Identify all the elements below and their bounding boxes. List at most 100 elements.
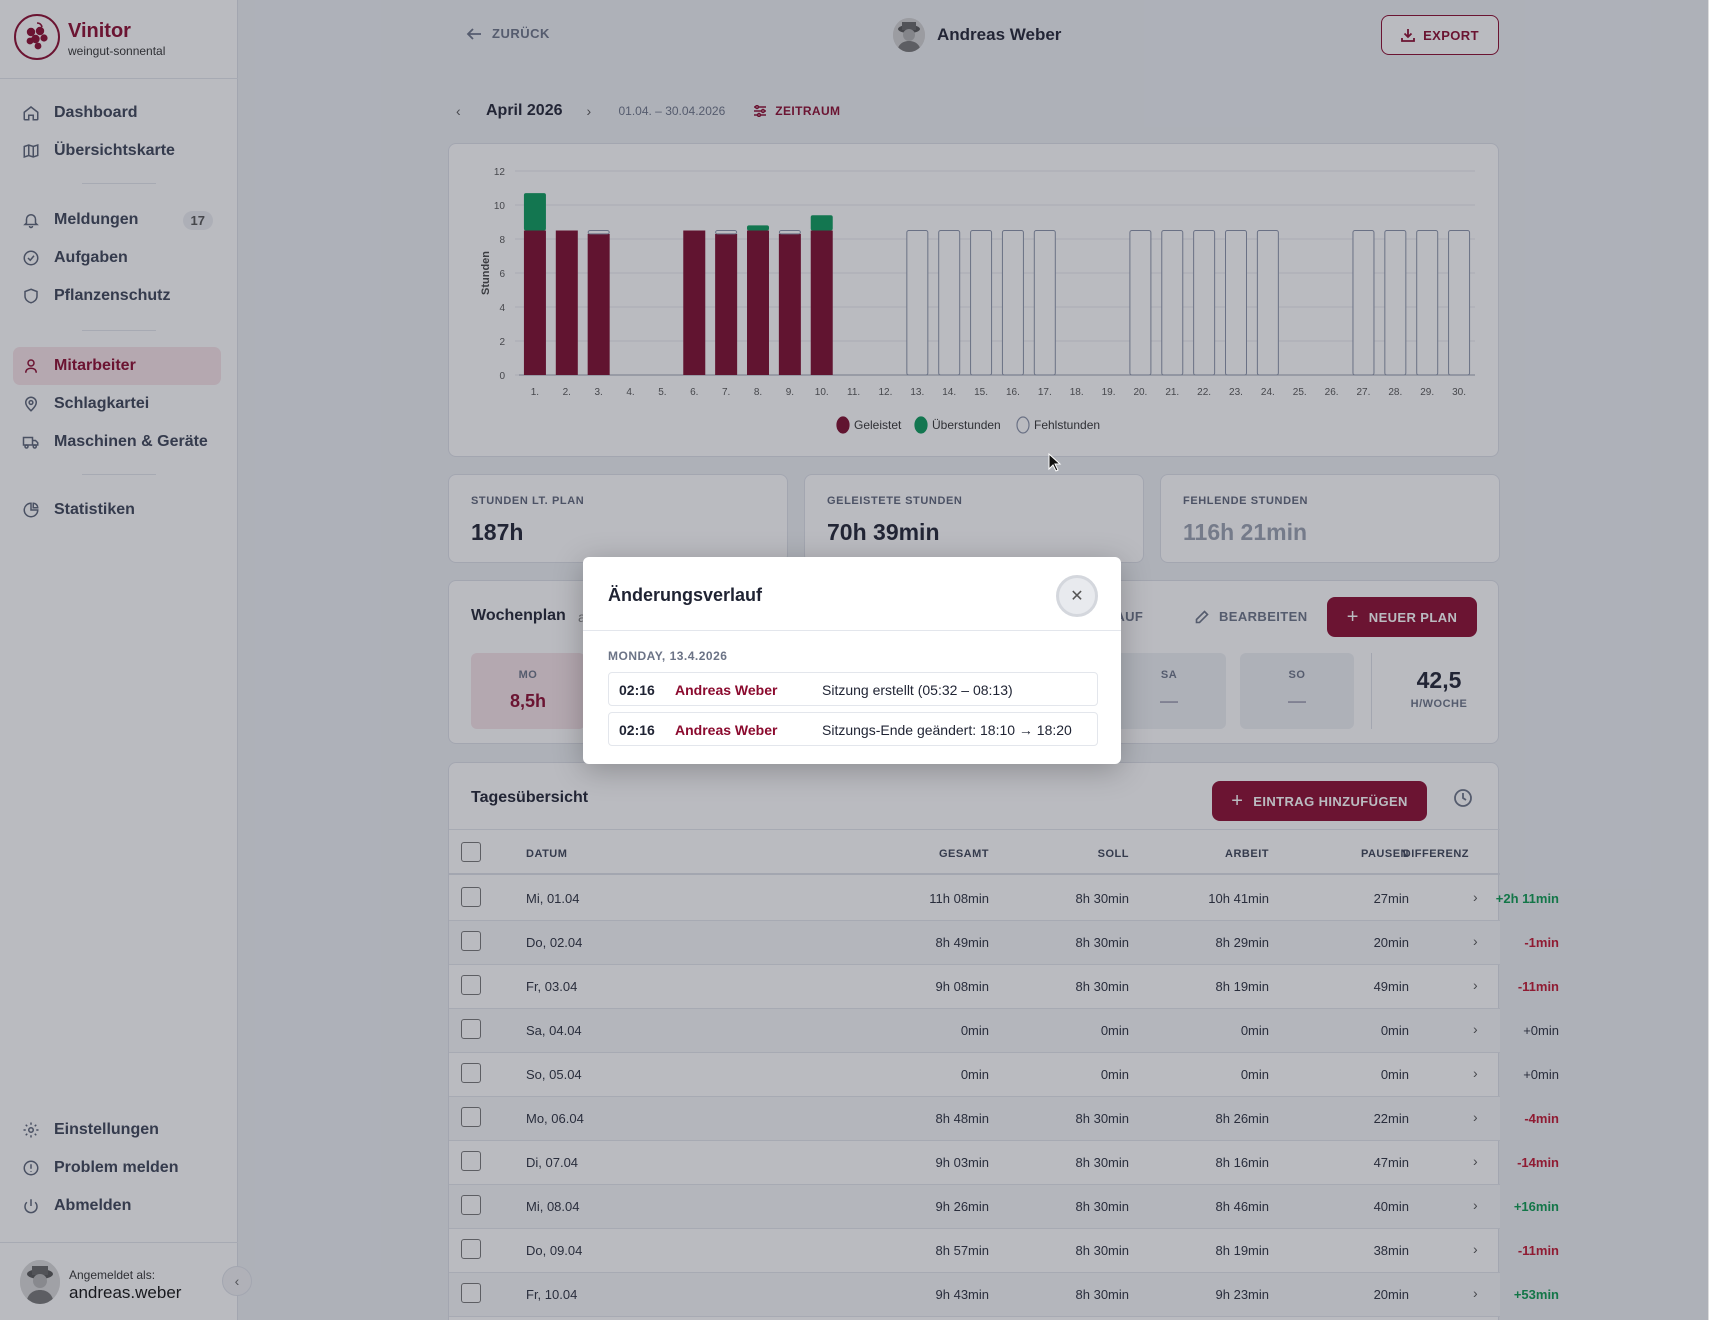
weekly-plan-title: Wochenplan <box>471 607 566 624</box>
divider <box>0 78 238 79</box>
sidebar-item-logout[interactable]: Abmelden <box>13 1187 221 1225</box>
table-row[interactable]: Mo, 06.04 8h 48min 8h 30min 8h 26min 22min -4… <box>449 1097 1559 1141</box>
chevron-right-icon[interactable]: › <box>1473 1065 1478 1081</box>
row-checkbox[interactable] <box>461 1107 481 1127</box>
download-icon <box>1401 29 1415 42</box>
row-checkbox[interactable] <box>461 1151 481 1171</box>
page-scrollbar[interactable] <box>1708 0 1718 1320</box>
row-checkbox[interactable] <box>461 1195 481 1215</box>
cell-total: 11h 08min <box>929 891 989 906</box>
prev-month-button[interactable]: ‹ <box>456 103 461 119</box>
sliders-icon <box>754 105 767 117</box>
x-tick-label: 14. <box>942 387 956 398</box>
table-row[interactable]: Mi, 08.04 9h 26min 8h 30min 8h 46min 40min +1… <box>449 1185 1559 1229</box>
sidebar-item-tasks[interactable]: Aufgaben <box>13 239 221 277</box>
row-checkbox[interactable] <box>461 975 481 995</box>
row-checkbox[interactable] <box>461 1283 481 1303</box>
table-row[interactable]: Do, 02.04 8h 49min 8h 30min 8h 29min 20min -1… <box>449 921 1559 965</box>
bar-missing <box>1193 230 1216 376</box>
day-name: SO <box>1288 669 1306 681</box>
row-checkbox[interactable] <box>461 1019 481 1039</box>
cell-breaks: 20min <box>1373 935 1409 950</box>
cell-breaks: 0min <box>1380 1067 1409 1082</box>
period-filter-label: ZEITRAUM <box>775 104 841 118</box>
sidebar-item-report-problem[interactable]: Problem melden <box>13 1149 221 1187</box>
sidebar-item-settings[interactable]: Einstellungen <box>13 1111 221 1149</box>
avatar <box>20 1260 60 1304</box>
sidebar-item-plant-protection[interactable]: Pflanzenschutz <box>13 277 221 315</box>
chevron-right-icon[interactable]: › <box>1473 1153 1478 1169</box>
select-all-checkbox[interactable] <box>461 842 481 862</box>
column-header-date: DATUM <box>526 848 568 860</box>
sidebar-item-label: Aufgaben <box>54 249 128 266</box>
sidebar-item-dashboard[interactable]: Dashboard <box>13 94 221 132</box>
hours-chart-card: 0 2 4 6 8 10 12 Stunden 1. 2. 3. 4. 5. 6. 7. 8. 9. 10. 11.… <box>448 143 1499 457</box>
chevron-right-icon[interactable]: › <box>1473 1021 1478 1037</box>
cell-work: 8h 26min <box>1215 1111 1269 1126</box>
legend-marker-geleistet <box>836 416 850 434</box>
chevron-right-icon[interactable]: › <box>1473 977 1478 993</box>
table-row[interactable]: Fr, 03.04 9h 08min 8h 30min 8h 19min 49min -1… <box>449 965 1559 1009</box>
x-tick-label: 22. <box>1197 387 1211 398</box>
daily-overview-title: Tagesübersicht <box>471 789 589 806</box>
cell-total: 8h 57min <box>935 1243 989 1258</box>
alert-circle-icon <box>23 1160 39 1176</box>
table-row[interactable]: Sa, 04.04 0min 0min 0min 0min +0min › <box>449 1009 1559 1053</box>
row-checkbox[interactable] <box>461 1239 481 1259</box>
bar-missing <box>1129 230 1152 376</box>
back-button[interactable]: ZURÜCK <box>466 26 550 41</box>
row-checkbox[interactable] <box>461 931 481 951</box>
export-button[interactable]: EXPORT <box>1381 15 1499 55</box>
stat-value: 116h 21min <box>1183 519 1308 545</box>
day-hours: 8,5h <box>509 691 547 711</box>
chevron-right-icon[interactable]: › <box>1473 1197 1478 1213</box>
table-row[interactable]: So, 05.04 0min 0min 0min 0min +0min › <box>449 1053 1559 1097</box>
chevron-right-icon[interactable]: › <box>1473 933 1478 949</box>
bar-worked <box>778 233 801 375</box>
add-entry-button[interactable]: + EINTRAG HINZUFÜGEN <box>1212 781 1427 821</box>
y-tick-label: 12 <box>494 167 506 178</box>
collapse-sidebar-button[interactable]: ‹ <box>222 1266 252 1296</box>
entry-user: Andreas Weber <box>675 682 778 698</box>
sidebar-item-field-register[interactable]: Schlagkartei <box>13 385 221 423</box>
chevron-right-icon[interactable]: › <box>1473 889 1478 905</box>
row-checkbox[interactable] <box>461 887 481 907</box>
cell-total: 9h 08min <box>935 979 989 994</box>
next-month-button[interactable]: › <box>586 103 592 119</box>
table-row[interactable]: Mi, 01.04 11h 08min 8h 30min 10h 41min 27min… <box>449 877 1559 921</box>
chevron-right-icon[interactable]: › <box>1473 1285 1478 1301</box>
sidebar-item-overview-map[interactable]: Übersichtskarte <box>13 132 221 170</box>
close-dialog-button[interactable]: ✕ <box>1056 575 1098 617</box>
bar-worked <box>555 230 578 375</box>
table-row[interactable]: Fr, 10.04 9h 43min 8h 30min 9h 23min 20min +5… <box>449 1273 1559 1317</box>
sidebar-item-statistics[interactable]: Statistiken <box>13 491 221 529</box>
row-checkbox[interactable] <box>461 1063 481 1083</box>
history-clock-icon[interactable] <box>1452 787 1474 809</box>
chevron-right-icon[interactable]: › <box>1473 1109 1478 1125</box>
x-tick-label: 7. <box>722 387 730 398</box>
sidebar-item-notifications[interactable]: Meldungen 17 <box>13 201 221 239</box>
cell-total: 8h 48min <box>935 1111 989 1126</box>
sidebar-item-employees[interactable]: Mitarbeiter <box>13 347 221 385</box>
table-row[interactable]: Do, 09.04 8h 57min 8h 30min 8h 19min 38min -1… <box>449 1229 1559 1273</box>
sidebar-item-label: Mitarbeiter <box>54 357 136 374</box>
cell-breaks: 27min <box>1373 891 1409 906</box>
chevron-right-icon[interactable]: › <box>1473 1241 1478 1257</box>
new-plan-button[interactable]: + NEUER PLAN <box>1327 597 1477 637</box>
edit-plan-button[interactable]: BEARBEITEN <box>1195 609 1308 624</box>
current-user: Angemeldet als: andreas.weber <box>0 1242 238 1320</box>
bar-worked <box>715 233 738 375</box>
x-tick-label: 3. <box>594 387 602 398</box>
cell-date: Sa, 04.04 <box>526 1023 582 1038</box>
sidebar-item-machines[interactable]: Maschinen & Geräte <box>13 423 221 461</box>
x-tick-label: 8. <box>754 387 762 398</box>
period-filter-button[interactable]: ZEITRAUM <box>753 104 840 118</box>
day-hours: — <box>1288 691 1306 711</box>
gear-icon <box>23 1122 39 1138</box>
bar-missing <box>1416 230 1439 376</box>
table-row[interactable]: Di, 07.04 9h 03min 8h 30min 8h 16min 47min -1… <box>449 1141 1559 1185</box>
day-saturday: SA — <box>1112 653 1226 729</box>
stat-worked-hours: GELEISTETE STUNDEN 70h 39min <box>804 474 1144 563</box>
sidebar-item-label: Übersichtskarte <box>54 142 175 159</box>
cell-breaks: 49min <box>1373 979 1409 994</box>
